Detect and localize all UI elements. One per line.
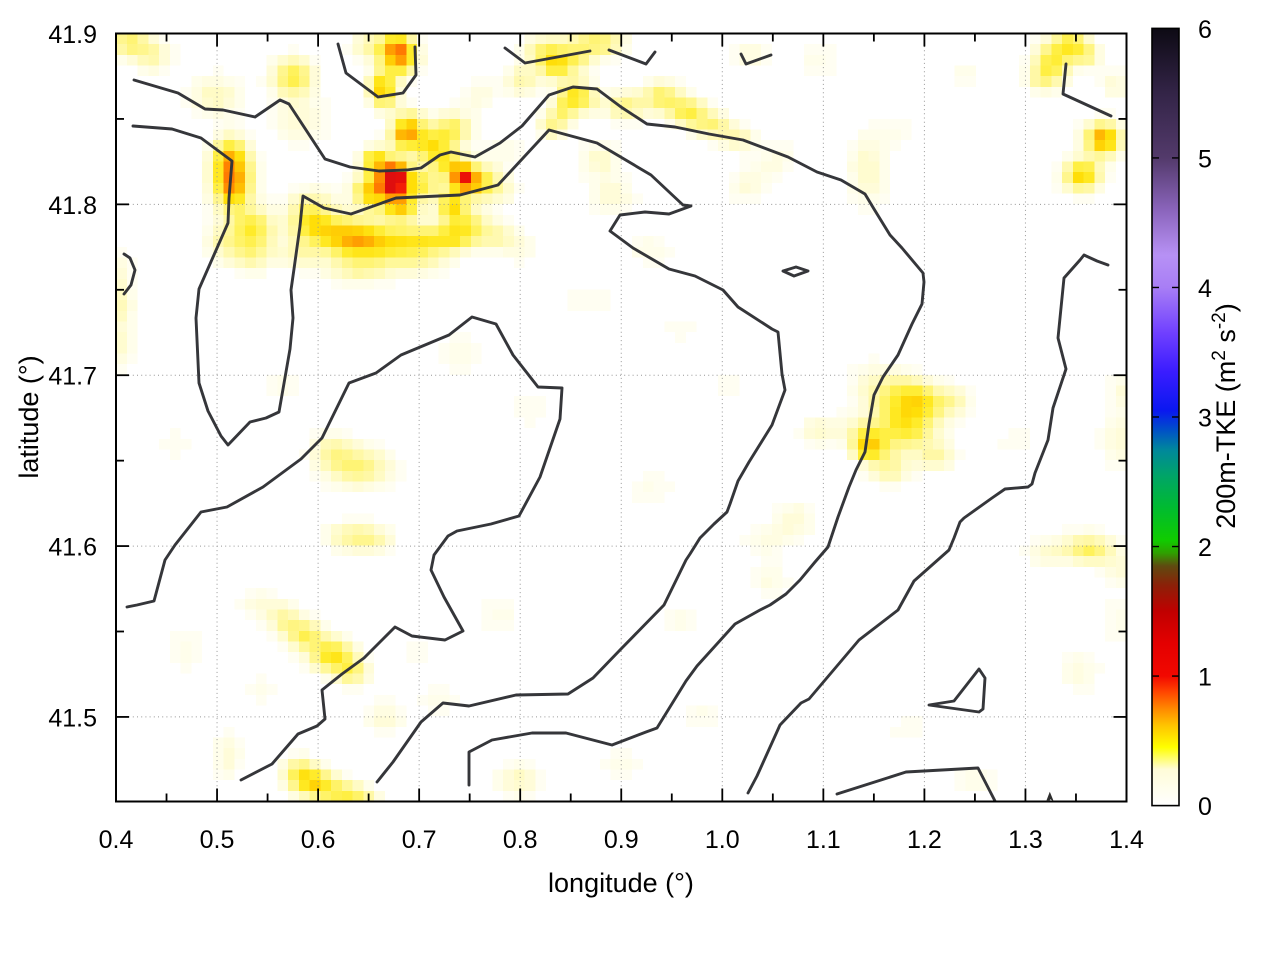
svg-text:200m-TKE (m2 s-2): 200m-TKE (m2 s-2) [1209,303,1241,529]
svg-text:41.6: 41.6 [48,534,97,562]
svg-text:41.9: 41.9 [48,21,97,49]
svg-text:1.4: 1.4 [1109,826,1144,854]
svg-text:0.8: 0.8 [503,826,538,854]
svg-text:longitude (°): longitude (°) [548,868,694,898]
svg-text:1.1: 1.1 [806,826,841,854]
svg-text:0.5: 0.5 [200,826,235,854]
svg-text:0.7: 0.7 [402,826,437,854]
svg-text:4: 4 [1198,275,1212,303]
svg-text:6: 6 [1198,16,1212,44]
svg-text:2: 2 [1198,534,1212,562]
svg-text:1.2: 1.2 [907,826,942,854]
svg-text:41.5: 41.5 [48,704,97,732]
svg-text:0.4: 0.4 [99,826,134,854]
svg-text:41.8: 41.8 [48,192,97,220]
svg-text:1: 1 [1198,664,1212,692]
svg-text:1.3: 1.3 [1008,826,1043,854]
svg-text:41.7: 41.7 [48,363,97,391]
svg-text:0.6: 0.6 [301,826,336,854]
svg-text:0: 0 [1198,793,1212,821]
svg-text:5: 5 [1198,145,1212,173]
svg-text:latitude (°): latitude (°) [14,355,44,478]
svg-text:3: 3 [1198,405,1212,433]
svg-text:0.9: 0.9 [604,826,639,854]
svg-text:1.0: 1.0 [705,826,740,854]
